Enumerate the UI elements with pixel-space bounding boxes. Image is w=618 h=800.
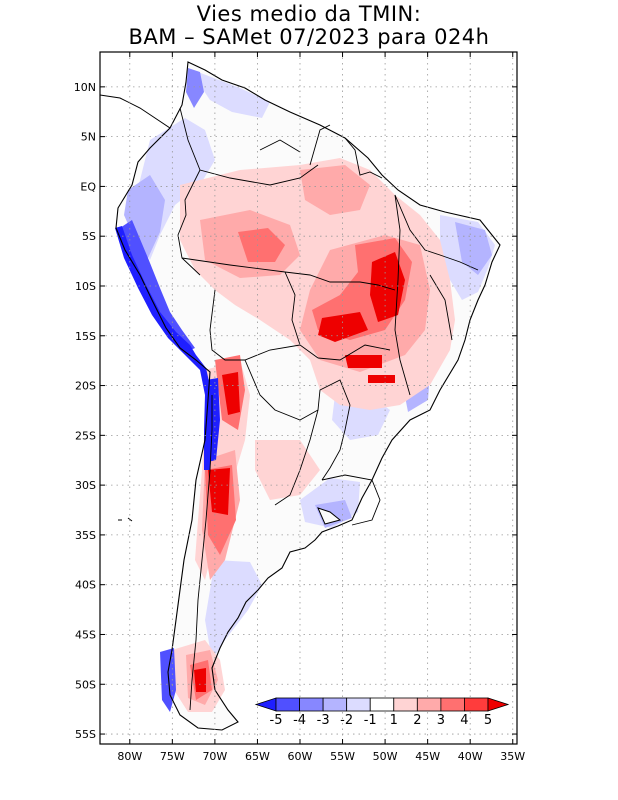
- y-tick-label: 25S: [75, 429, 96, 442]
- colorbar-label: -1: [364, 713, 377, 728]
- y-tick-label: 30S: [75, 479, 96, 492]
- x-tick-label: 80W: [117, 750, 142, 763]
- bias-area: [208, 468, 230, 515]
- colorbar-swatch: [299, 697, 324, 712]
- bias-area: [115, 226, 214, 470]
- y-tick-label: 5N: [81, 131, 96, 144]
- y-tick-label: 45S: [75, 628, 96, 641]
- y-tick-label: 35S: [75, 529, 96, 542]
- bias-area: [345, 355, 382, 368]
- y-tick-label: 10S: [75, 280, 96, 293]
- bias-area: [455, 222, 492, 275]
- coastline: [100, 94, 171, 129]
- bias-area: [222, 372, 240, 415]
- x-tick-label: 75W: [160, 750, 185, 763]
- map-field: [100, 52, 517, 744]
- y-tick-label: 40S: [75, 579, 96, 592]
- x-tick-label: 65W: [245, 750, 270, 763]
- colorbar-label: -2: [340, 713, 353, 728]
- x-tick-label: 55W: [330, 750, 355, 763]
- colorbar-label: 1: [390, 713, 398, 728]
- bias-area: [205, 560, 262, 660]
- x-tick-label: 40W: [458, 750, 483, 763]
- colorbar-label: 4: [460, 713, 468, 728]
- x-tick-label: 45W: [415, 750, 440, 763]
- colorbar-swatch: [346, 697, 371, 712]
- axis-ticks: 80W 75W 70W 65W 60W 55W 50W 45W 40W 35W 10N 5N EQ 5S 1…: [74, 52, 525, 763]
- colorbar-label: 2: [413, 713, 421, 728]
- colorbar-swatch: [275, 697, 300, 712]
- colorbar-swatch: [416, 697, 442, 712]
- colorbar-swatch: [487, 697, 510, 712]
- y-tick-label: 50S: [75, 678, 96, 691]
- y-tick-label: 10N: [74, 81, 96, 94]
- y-tick-label: 20S: [75, 380, 96, 393]
- colorbar-label: -5: [270, 713, 283, 728]
- colorbar-swatch: [322, 697, 348, 712]
- x-tick-label: 70W: [202, 750, 227, 763]
- colorbar-swatch: [464, 697, 489, 712]
- x-tick-label: 60W: [288, 750, 313, 763]
- colorbar-swatch: [254, 697, 277, 712]
- y-tick-label: 15S: [75, 330, 96, 343]
- colorbar-swatch: [440, 697, 465, 712]
- y-tick-label: 55S: [75, 728, 96, 741]
- map-title-line1: Vies medio da TMIN:: [196, 2, 422, 26]
- bias-area: [206, 378, 220, 462]
- map-title-line2: BAM – SAMet 07/2023 para 024h: [128, 25, 490, 49]
- bias-area: [368, 375, 395, 383]
- x-tick-label: 35W: [500, 750, 525, 763]
- y-tick-label: EQ: [80, 180, 96, 193]
- bias-area: [300, 165, 370, 215]
- colorbar-label: 5: [484, 713, 492, 728]
- bias-area: [194, 668, 206, 692]
- bias-area: [186, 68, 204, 108]
- coastline: [115, 61, 501, 731]
- colorbar-swatch: [369, 697, 395, 712]
- bias-area: [120, 220, 195, 352]
- x-tick-label: 50W: [373, 750, 398, 763]
- map-frame: [99, 51, 518, 745]
- colorbar-swatch: [393, 697, 418, 712]
- bias-area: [318, 312, 368, 342]
- colorbar-label: -3: [317, 713, 330, 728]
- colorbar-legend: -5 -4 -3 -2 -1 1 2 3 4 5: [254, 697, 510, 728]
- bias-area: [198, 72, 270, 118]
- lat-lon-grid: [100, 52, 517, 744]
- colorbar-label: 3: [437, 713, 445, 728]
- y-tick-label: 5S: [82, 230, 96, 243]
- colorbar-label: -4: [293, 713, 306, 728]
- island: [317, 507, 342, 525]
- country-borders: [177, 107, 479, 711]
